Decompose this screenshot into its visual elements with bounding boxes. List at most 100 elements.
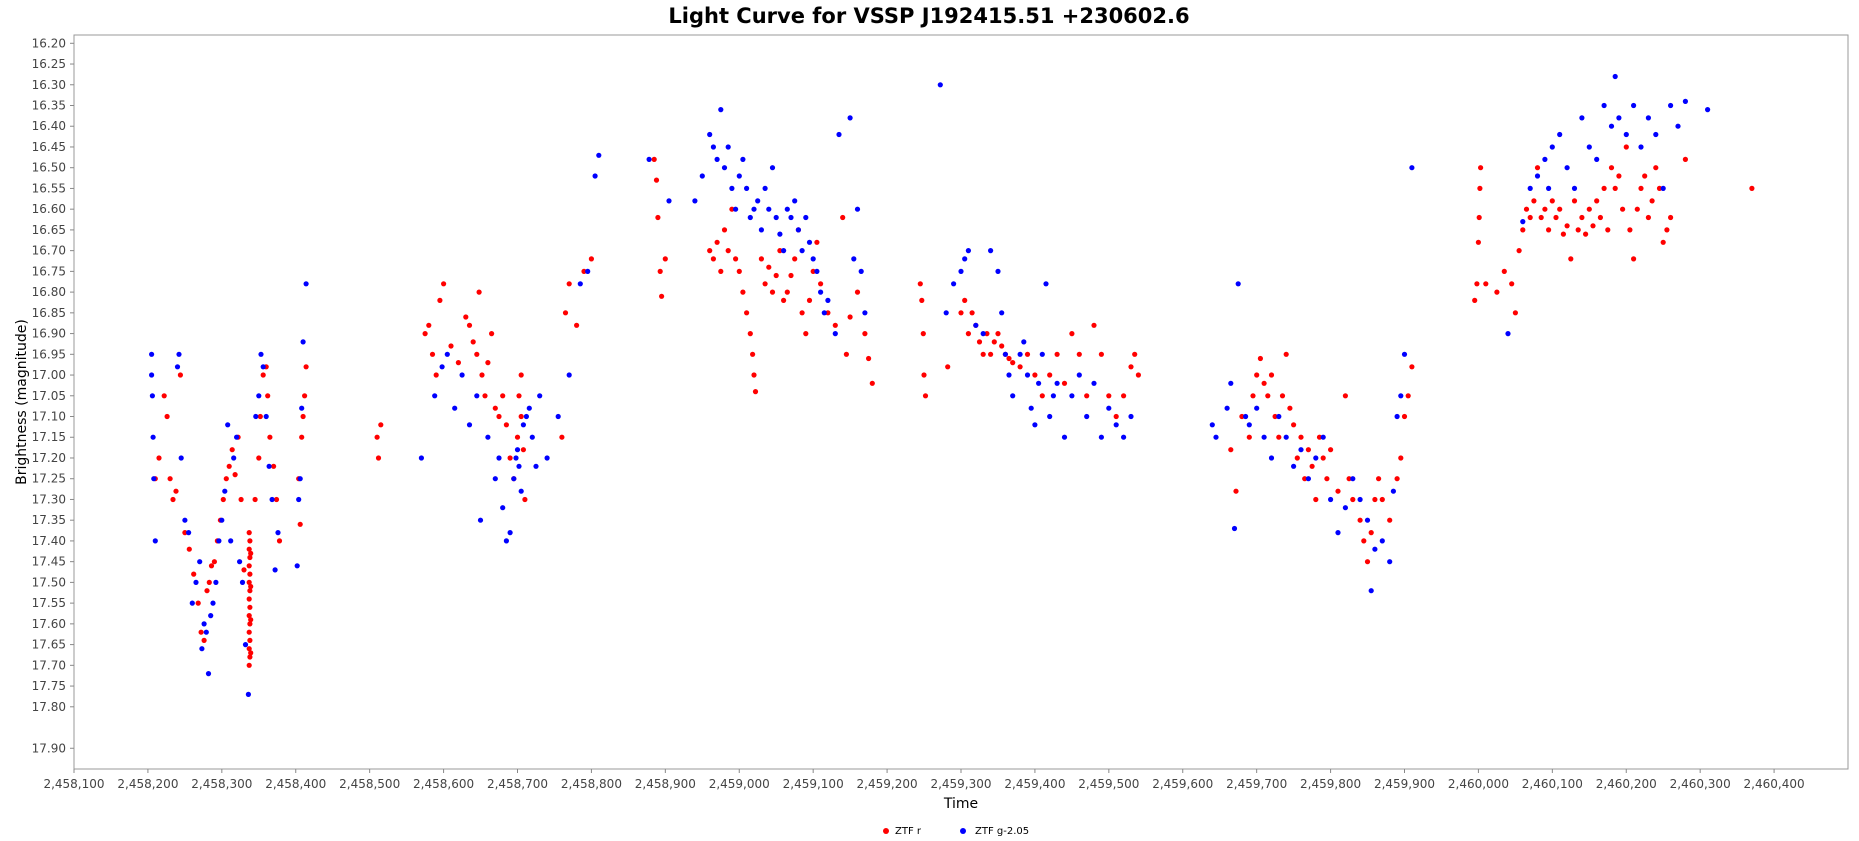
data-point <box>1546 227 1552 233</box>
data-point <box>581 268 587 274</box>
data-point <box>1557 131 1563 138</box>
data-point <box>984 331 990 337</box>
data-point <box>1098 351 1104 357</box>
data-point <box>1601 185 1607 191</box>
data-point <box>273 496 280 503</box>
data-point <box>740 156 746 162</box>
data-point <box>945 364 951 370</box>
data-point <box>1350 476 1356 482</box>
data-point <box>210 600 216 606</box>
y-tick-label: 17.45 <box>32 555 66 569</box>
data-point <box>182 530 188 536</box>
data-point <box>1660 239 1666 245</box>
data-point <box>718 268 724 274</box>
data-point <box>247 621 253 627</box>
data-point <box>258 351 264 357</box>
y-tick-label: 16.50 <box>32 161 66 175</box>
data-point <box>266 463 272 469</box>
data-point <box>588 256 595 262</box>
data-point <box>958 310 964 316</box>
y-tick-label: 16.20 <box>32 36 66 50</box>
data-point <box>1475 239 1481 245</box>
data-point <box>195 600 201 606</box>
data-point <box>216 538 222 544</box>
data-point <box>832 331 838 337</box>
data-point <box>477 517 484 523</box>
x-tick-label: 2,460,000 <box>1448 777 1509 791</box>
data-point <box>1305 476 1311 482</box>
data-point <box>1549 198 1555 204</box>
data-point <box>526 405 532 411</box>
data-point <box>1091 380 1097 386</box>
data-point <box>441 281 447 287</box>
data-point <box>814 239 820 245</box>
y-tick-label: 16.60 <box>32 202 66 216</box>
data-point <box>803 214 809 221</box>
y-tick-label: 17.00 <box>32 368 66 382</box>
data-point <box>1542 206 1548 212</box>
data-point <box>1036 380 1042 386</box>
data-point <box>1106 405 1112 411</box>
data-point <box>238 496 244 503</box>
data-point <box>1560 231 1566 237</box>
data-point <box>176 351 182 357</box>
data-point <box>459 372 465 378</box>
data-point <box>294 563 300 569</box>
x-tick-label: 2,458,500 <box>339 777 400 791</box>
data-point <box>710 144 717 150</box>
data-point <box>246 579 252 586</box>
y-tick-label: 16.25 <box>32 57 66 71</box>
data-point <box>276 538 283 544</box>
data-point <box>1098 434 1104 440</box>
data-point <box>1261 380 1267 386</box>
data-point <box>378 422 384 428</box>
y-tick-label: 16.70 <box>32 244 66 258</box>
data-point <box>755 198 761 204</box>
x-tick-label: 2,460,100 <box>1522 777 1583 791</box>
data-point <box>470 339 476 345</box>
data-point <box>999 310 1005 316</box>
data-point <box>1302 476 1308 482</box>
y-tick-label: 17.55 <box>32 596 66 610</box>
data-point <box>152 538 158 544</box>
data-point <box>1387 559 1393 565</box>
data-point <box>1254 405 1260 411</box>
x-tick-label: 2,458,600 <box>413 777 474 791</box>
data-point <box>199 646 205 652</box>
data-point <box>466 322 473 328</box>
data-point <box>167 476 173 482</box>
data-point <box>1246 422 1252 428</box>
data-point <box>1313 496 1319 503</box>
data-point <box>518 372 524 378</box>
data-point <box>951 281 957 287</box>
data-point <box>247 554 253 561</box>
data-point <box>919 297 925 303</box>
data-point <box>792 198 798 204</box>
data-point <box>825 297 831 303</box>
data-point <box>1228 380 1234 386</box>
data-point <box>784 206 790 212</box>
data-point <box>1682 98 1688 104</box>
data-point <box>788 214 794 221</box>
data-point <box>843 351 850 357</box>
data-point <box>260 372 266 378</box>
data-point <box>1298 434 1304 440</box>
data-point <box>1597 214 1603 221</box>
data-point <box>247 637 253 644</box>
data-point <box>858 268 864 274</box>
data-point <box>1668 214 1674 221</box>
data-point <box>657 268 663 274</box>
data-point <box>182 517 188 523</box>
data-point <box>1128 413 1134 420</box>
data-point <box>692 198 698 204</box>
data-point <box>429 351 436 357</box>
data-point <box>1409 165 1415 171</box>
data-point <box>1291 422 1297 428</box>
data-point <box>520 447 527 453</box>
data-point <box>1246 434 1252 440</box>
data-point <box>718 107 724 113</box>
y-tick-label: 17.80 <box>32 700 66 714</box>
data-point <box>752 389 759 395</box>
data-point <box>507 530 513 536</box>
